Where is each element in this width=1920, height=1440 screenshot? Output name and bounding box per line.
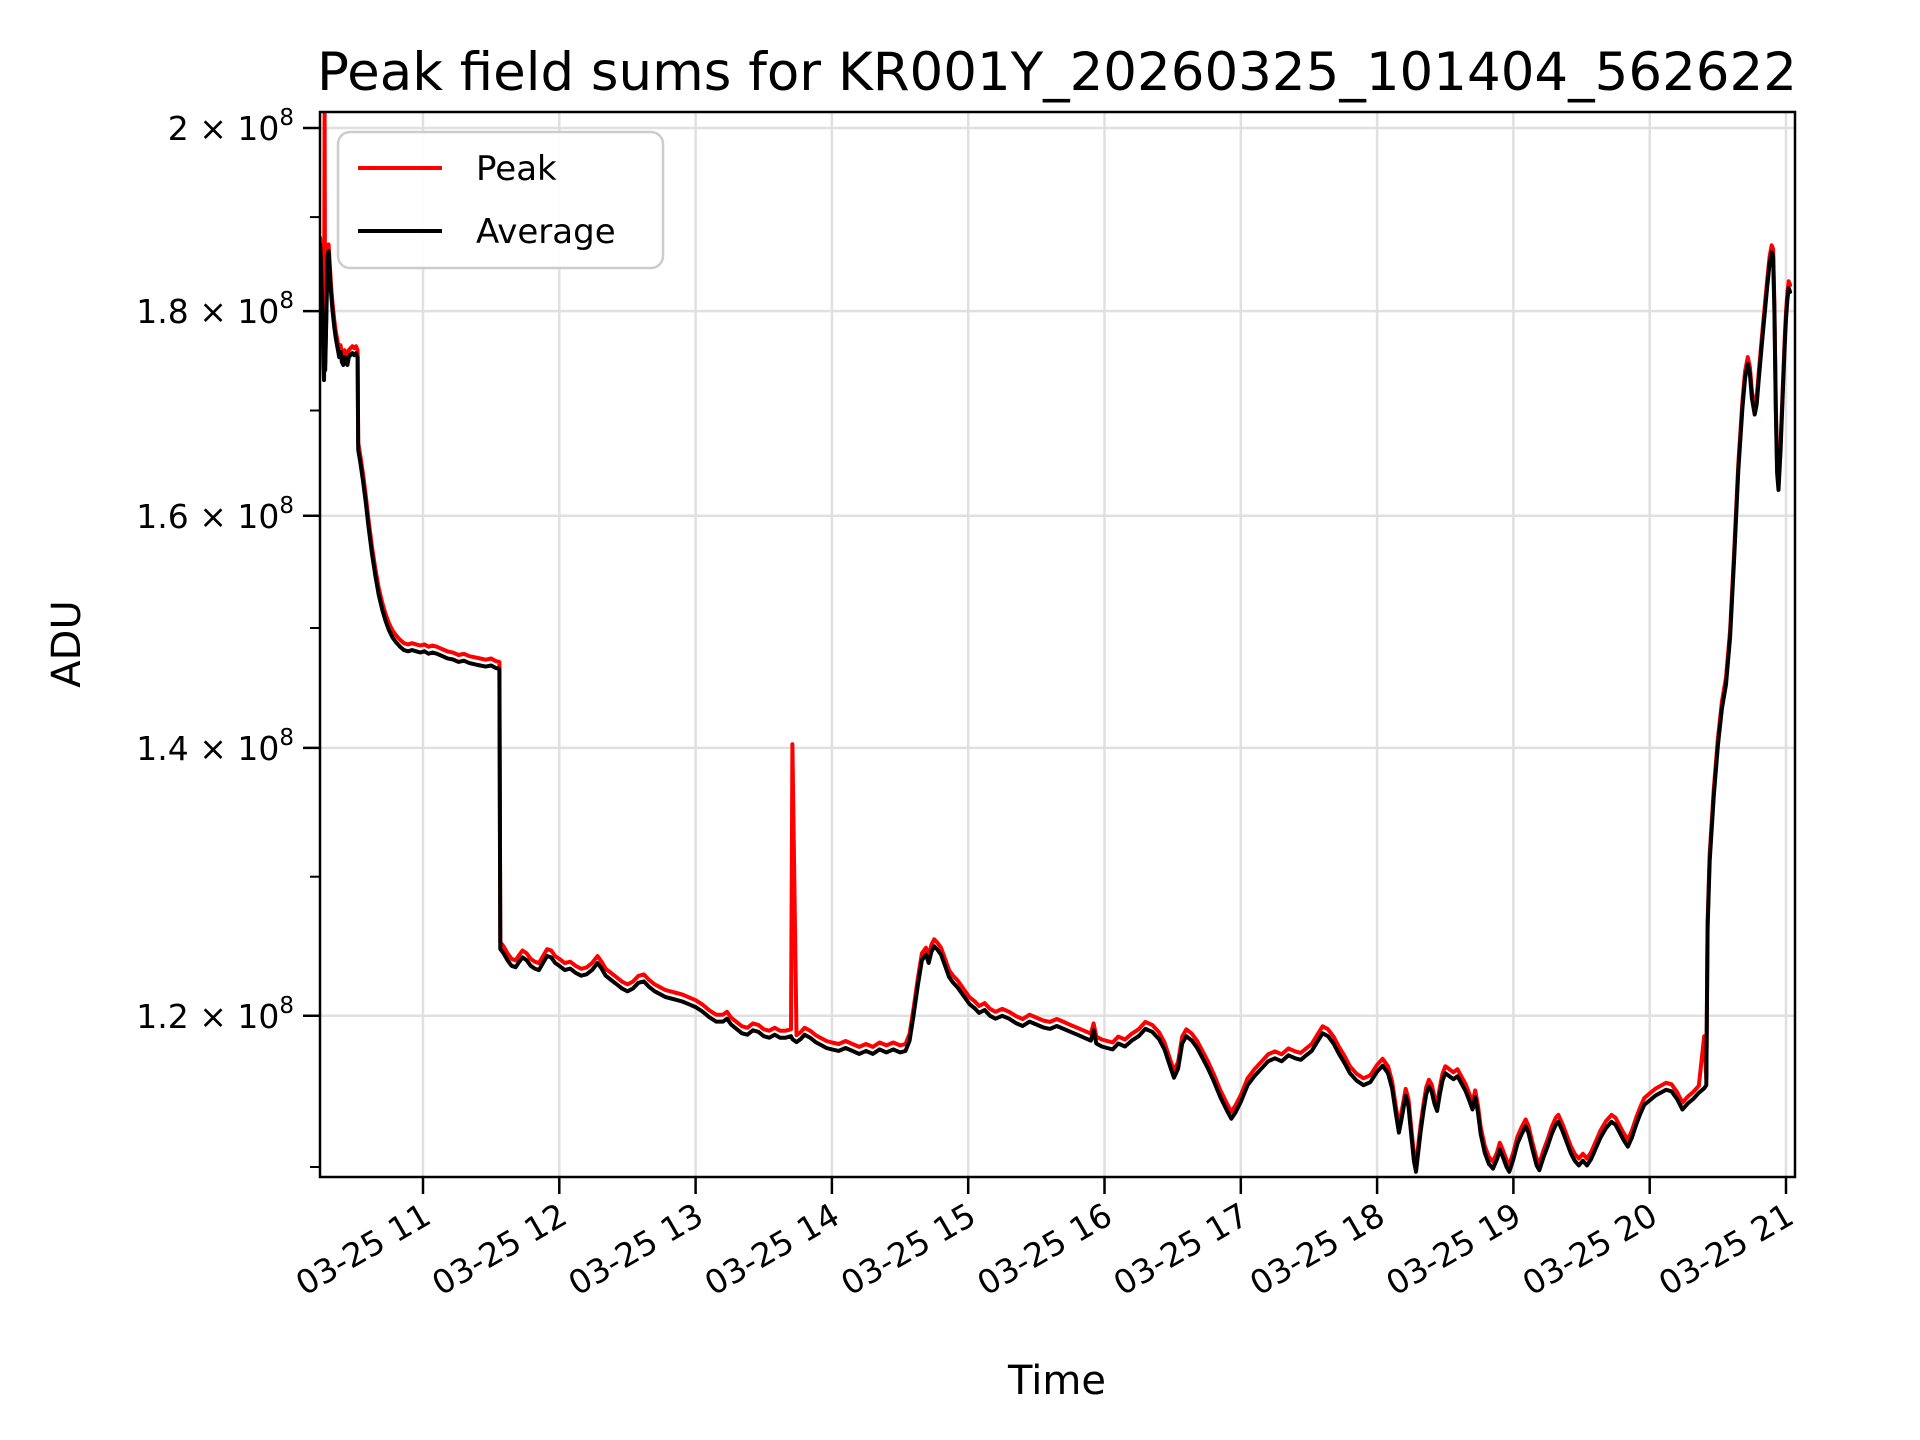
legend-label-peak: Peak bbox=[476, 149, 557, 189]
x-tick-label: 03-25 14 bbox=[698, 1195, 846, 1303]
x-tick-label: 03-25 21 bbox=[1652, 1195, 1800, 1303]
peak-line bbox=[320, 112, 1793, 1167]
x-tick-label: 03-25 18 bbox=[1243, 1195, 1391, 1303]
legend-label-average: Average bbox=[476, 212, 616, 252]
y-axis-label: ADU bbox=[44, 600, 90, 687]
x-tick-label: 03-25 12 bbox=[425, 1195, 573, 1303]
y-tick-label: 2 × 108 bbox=[168, 105, 294, 148]
y-tick-label: 1.8 × 108 bbox=[136, 288, 294, 331]
legend: Peak Average bbox=[336, 130, 665, 270]
x-tick-label: 03-25 11 bbox=[289, 1195, 437, 1303]
x-tick-label: 03-25 17 bbox=[1107, 1195, 1255, 1303]
x-tick-label: 03-25 20 bbox=[1516, 1195, 1664, 1303]
average-line bbox=[320, 242, 1793, 1174]
x-tick-label: 03-25 15 bbox=[834, 1195, 982, 1303]
plot-frame bbox=[318, 110, 1797, 1179]
y-tick-label: 1.4 × 108 bbox=[136, 725, 294, 768]
x-tick-label: 03-25 13 bbox=[562, 1195, 710, 1303]
x-tick-label: 03-25 19 bbox=[1379, 1195, 1527, 1303]
plot-lines bbox=[320, 112, 1793, 1174]
y-tick-label: 1.6 × 108 bbox=[136, 493, 294, 536]
x-axis-label: Time bbox=[1007, 1358, 1106, 1404]
chart-title: Peak field sums for KR001Y_20260325_1014… bbox=[317, 42, 1797, 103]
y-tick-label: 1.2 × 108 bbox=[136, 993, 294, 1036]
x-tick-label: 03-25 16 bbox=[971, 1195, 1119, 1303]
